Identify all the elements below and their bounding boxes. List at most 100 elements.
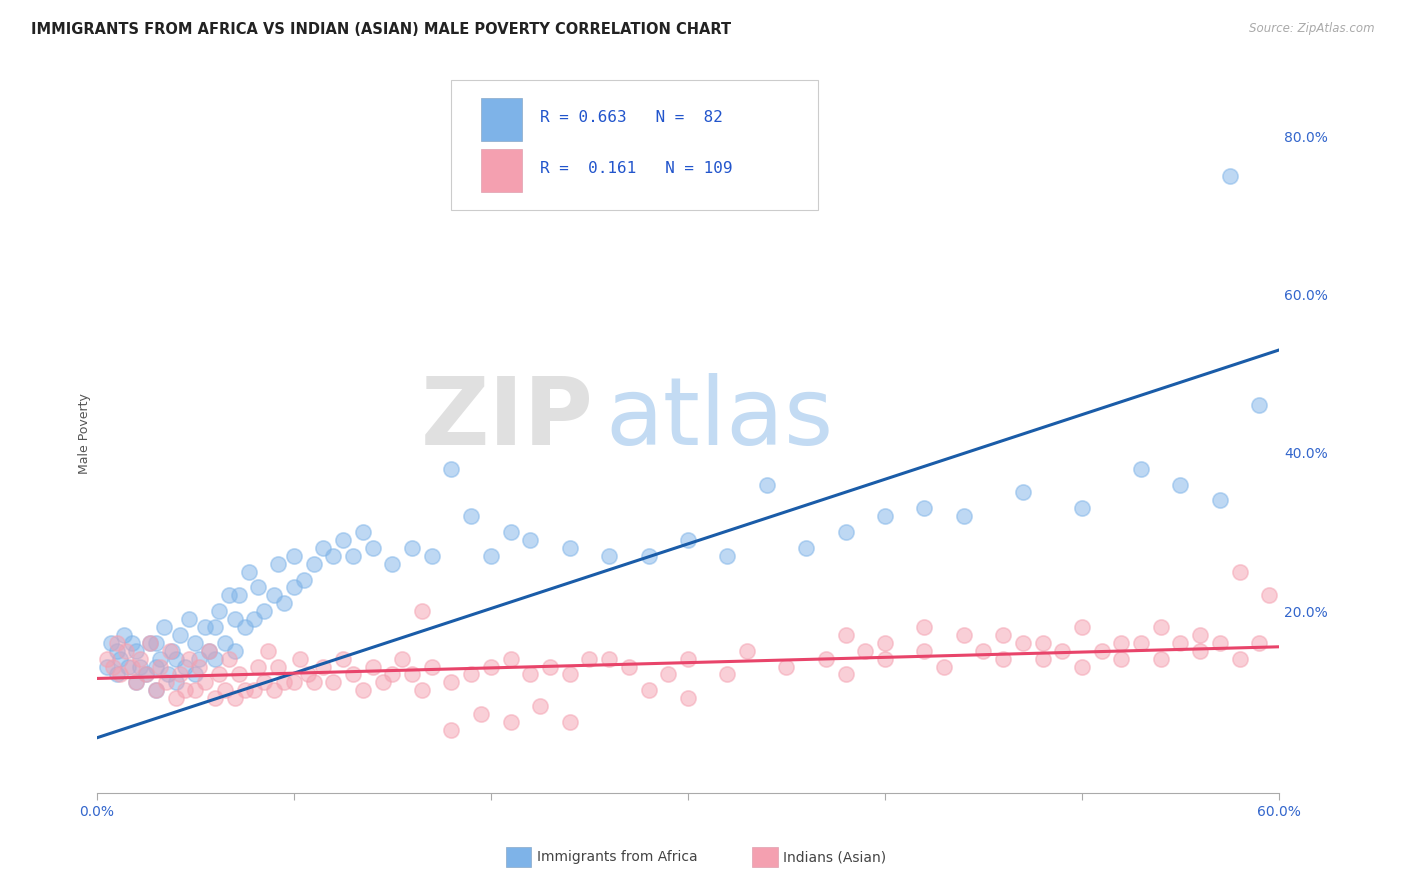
Point (165, 651, 187, 665)
Point (247, 659, 270, 673)
Point (834, 628, 856, 642)
Point (401, 541, 423, 555)
Point (198, 644, 221, 658)
Point (198, 644, 221, 658)
Point (135, 667, 157, 681)
Point (194, 675, 217, 690)
Point (873, 509, 896, 524)
Point (460, 509, 482, 524)
Point (129, 651, 152, 665)
Point (499, 524, 522, 539)
Point (617, 659, 640, 673)
Point (224, 612, 246, 626)
Point (243, 683, 266, 698)
Point (499, 651, 522, 665)
Point (1219, 169, 1241, 183)
Point (179, 651, 201, 665)
Point (834, 667, 856, 681)
Point (932, 659, 955, 673)
Point (283, 549, 305, 563)
Point (165, 675, 187, 690)
Point (302, 557, 325, 571)
Point (238, 565, 260, 579)
Point (214, 636, 236, 650)
FancyBboxPatch shape (451, 80, 818, 210)
Point (110, 651, 132, 665)
Point (912, 644, 935, 658)
Point (156, 667, 179, 681)
Point (1209, 493, 1232, 508)
Point (267, 557, 290, 571)
Point (598, 549, 620, 563)
Point (1071, 501, 1094, 516)
Point (637, 683, 659, 698)
Point (1130, 461, 1153, 475)
Point (1011, 636, 1033, 650)
Point (1189, 644, 1212, 658)
Point (283, 675, 305, 690)
Point (224, 644, 246, 658)
Point (1229, 651, 1251, 665)
Point (174, 683, 197, 698)
Point (676, 533, 699, 547)
Text: Indians (Asian): Indians (Asian) (783, 850, 886, 864)
Point (342, 667, 364, 681)
Point (292, 573, 315, 587)
Point (1150, 651, 1173, 665)
Point (247, 581, 270, 595)
Point (228, 667, 250, 681)
Point (105, 636, 128, 650)
Point (1258, 588, 1281, 602)
Point (188, 659, 211, 673)
Point (352, 683, 374, 698)
Point (1111, 651, 1133, 665)
Point (233, 620, 256, 634)
Point (598, 651, 620, 665)
Point (411, 683, 433, 698)
Point (100, 636, 122, 650)
Point (96, 659, 118, 673)
Point (814, 651, 837, 665)
Point (194, 620, 217, 634)
Point (1032, 636, 1054, 650)
Point (332, 533, 354, 547)
Point (184, 683, 207, 698)
Point (267, 659, 290, 673)
Point (676, 651, 699, 665)
Point (440, 461, 463, 475)
Point (149, 651, 172, 665)
Point (214, 683, 236, 698)
Point (775, 659, 797, 673)
Point (208, 604, 231, 618)
Point (391, 651, 413, 665)
Text: ZIP: ZIP (420, 373, 593, 465)
Point (952, 628, 974, 642)
Point (440, 675, 463, 690)
Point (735, 644, 758, 658)
Point (204, 691, 226, 706)
Point (381, 557, 404, 571)
Point (105, 667, 128, 681)
Point (112, 628, 135, 642)
Point (1229, 565, 1251, 579)
Point (322, 549, 344, 563)
Point (273, 675, 295, 690)
Point (159, 644, 181, 658)
Point (952, 509, 974, 524)
Point (273, 596, 295, 610)
Point (135, 667, 157, 681)
Point (755, 477, 778, 491)
Point (233, 683, 256, 698)
Point (1170, 636, 1192, 650)
Point (129, 659, 152, 673)
Point (1249, 636, 1271, 650)
Text: R = 0.663   N =  82: R = 0.663 N = 82 (540, 110, 723, 125)
Point (149, 659, 172, 673)
Point (637, 549, 659, 563)
Point (160, 644, 183, 658)
Point (204, 651, 226, 665)
Point (371, 675, 394, 690)
Bar (481, 149, 523, 192)
Point (420, 659, 443, 673)
Point (1150, 620, 1173, 634)
